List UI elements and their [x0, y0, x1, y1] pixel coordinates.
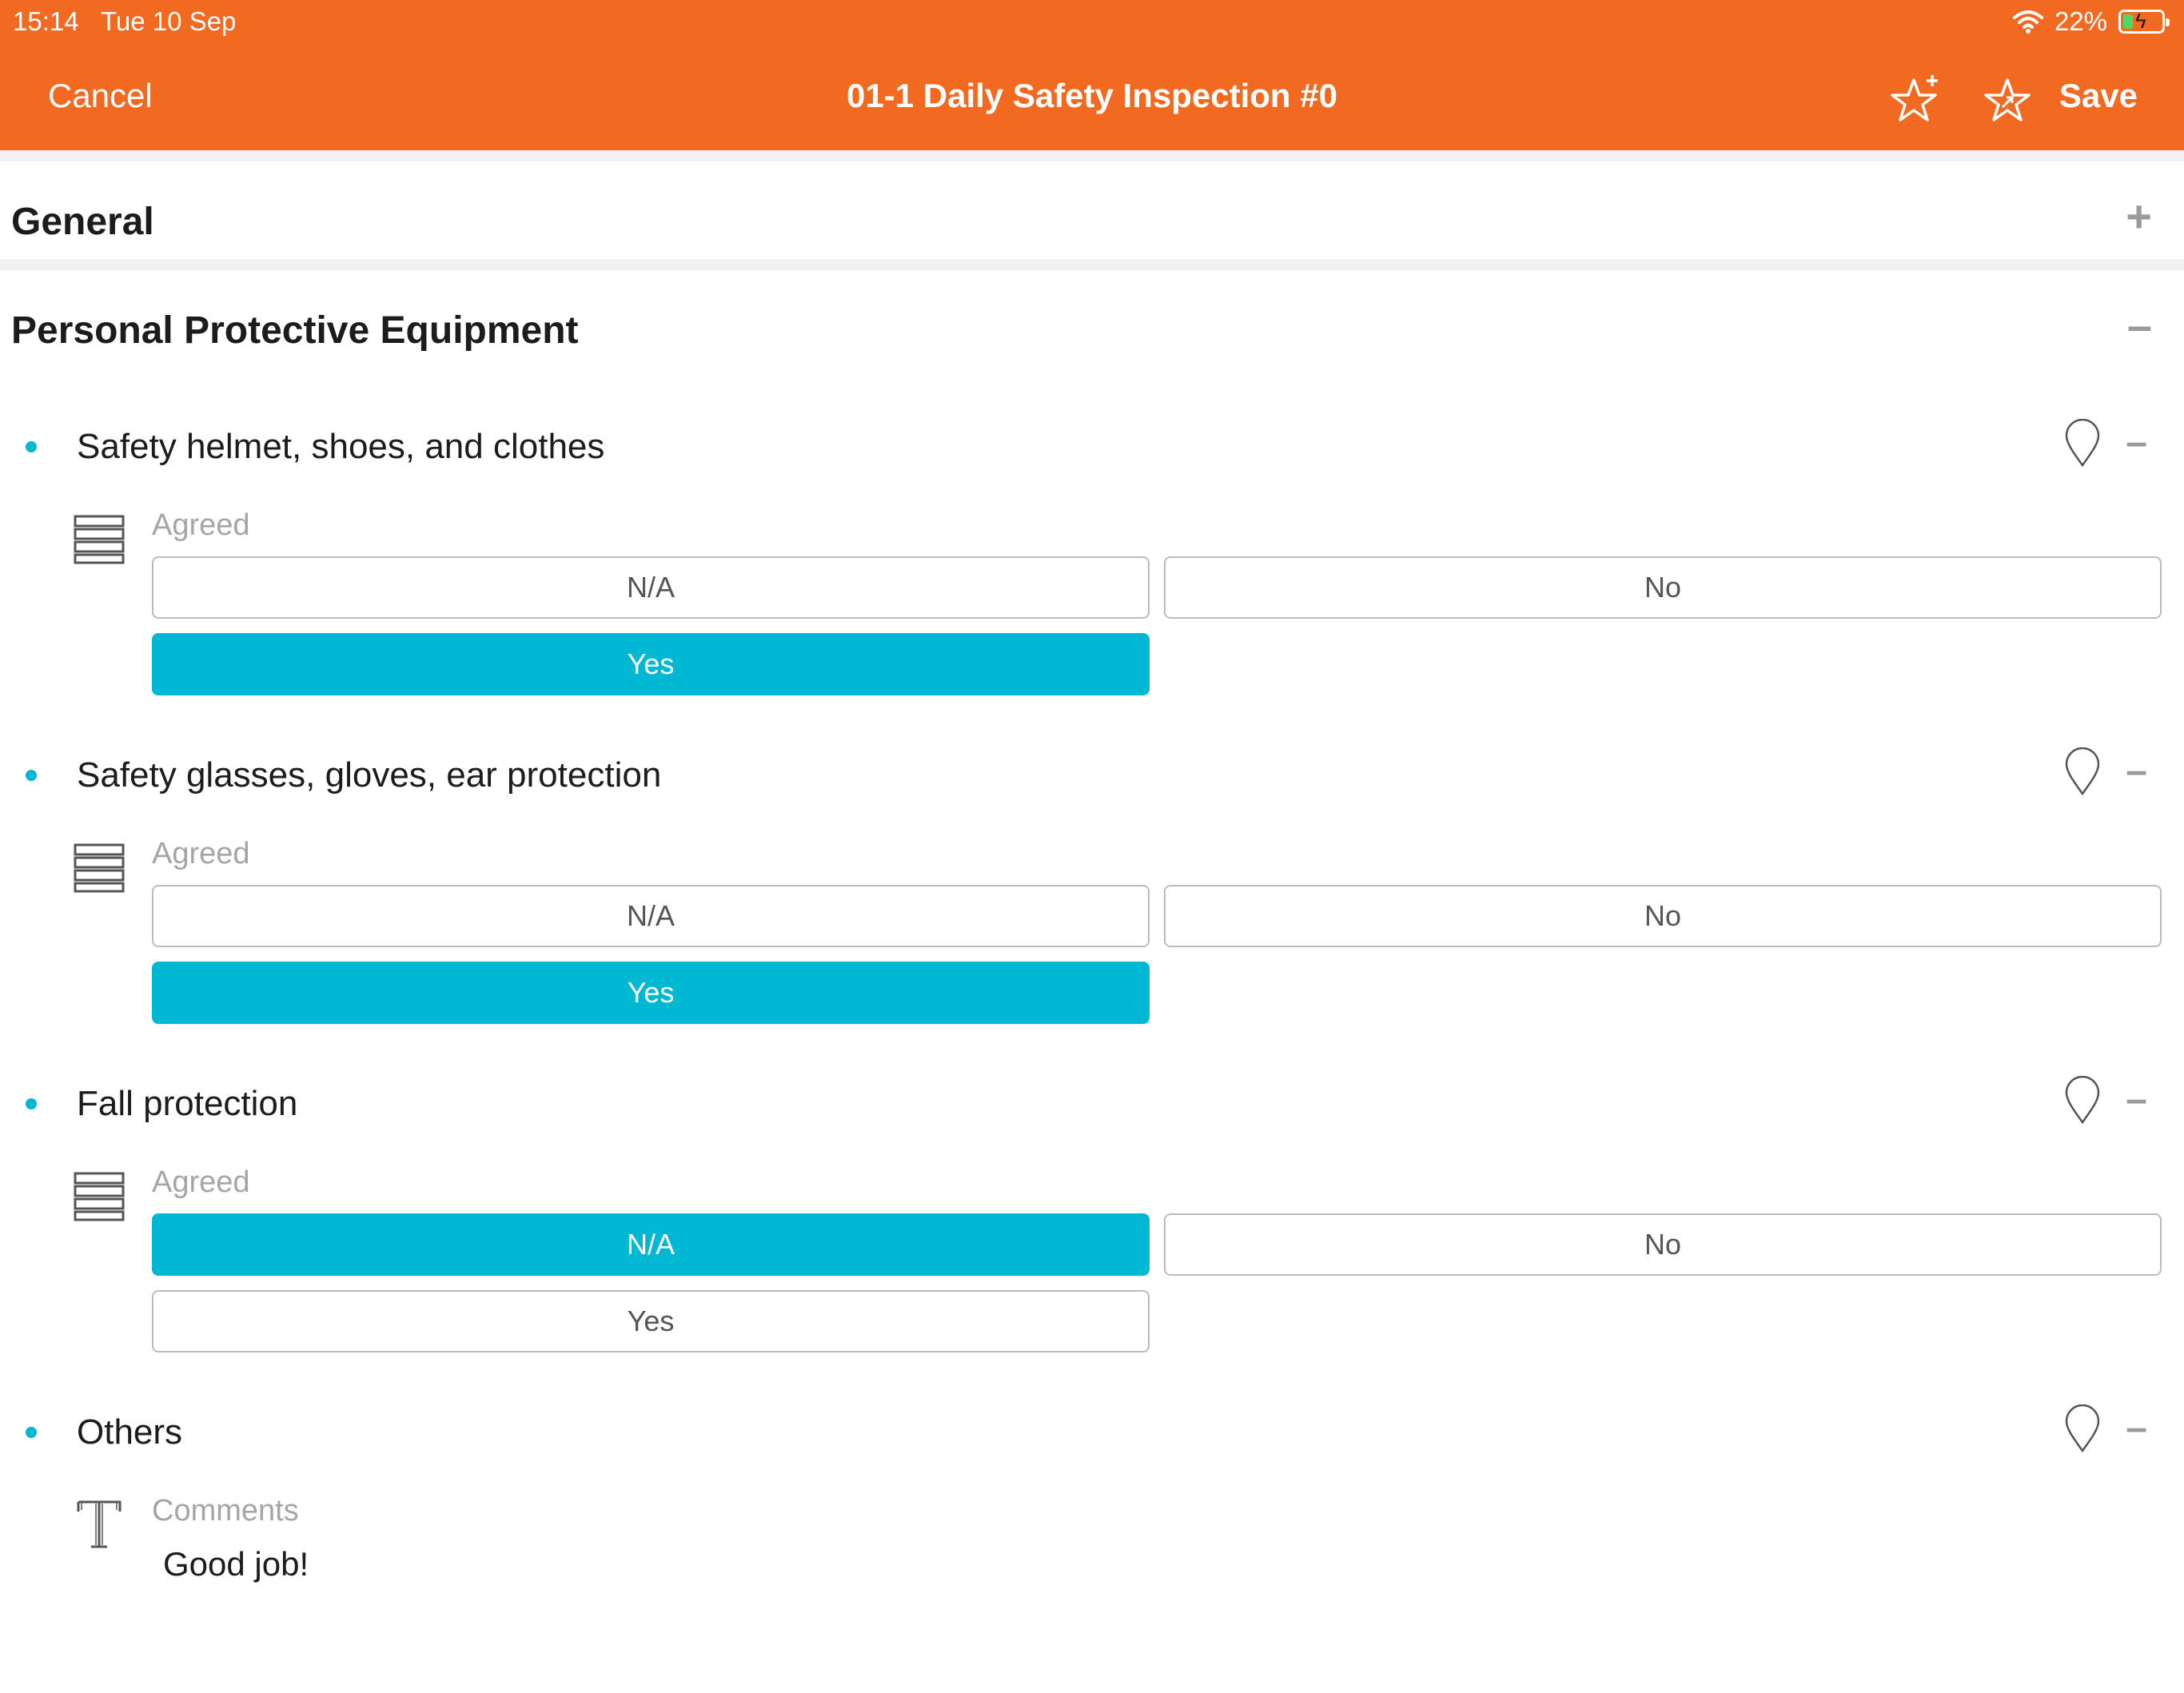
checklist-item: Safety helmet, shoes, and clothes – Agre… — [0, 379, 2184, 707]
battery-level — [2123, 14, 2133, 29]
cancel-button[interactable]: Cancel — [48, 77, 153, 114]
bullet-icon — [26, 441, 37, 452]
comment-text[interactable]: Good job! — [163, 1545, 309, 1583]
option-na[interactable]: N/A — [152, 885, 1150, 947]
collapse-icon[interactable]: – — [2126, 421, 2147, 464]
collapse-icon[interactable]: – — [2126, 750, 2147, 792]
item-title: Others — [77, 1412, 183, 1452]
option-no[interactable]: No — [1164, 885, 2162, 947]
bullet-icon — [26, 1098, 37, 1109]
battery-percent: 22% — [2054, 6, 2107, 36]
list-field-icon — [74, 515, 125, 564]
checklist-item: Safety glasses, gloves, ear protection –… — [0, 707, 2184, 1036]
charging-bolt-icon: ϟ — [2135, 9, 2146, 33]
wifi-icon — [2012, 10, 2043, 34]
section-title: Personal Protective Equipment — [11, 309, 579, 352]
section-ppe[interactable]: Personal Protective Equipment – — [0, 270, 2184, 379]
collapse-icon[interactable]: – — [2126, 300, 2152, 350]
form-content: General + Personal Protective Equipment … — [0, 150, 2184, 1693]
status-right: 22% ϟ — [2012, 6, 2170, 37]
status-time: 15:14 — [13, 6, 79, 36]
option-no[interactable]: No — [1164, 1213, 2162, 1276]
bullet-icon — [26, 770, 37, 781]
text-field-icon — [77, 1500, 122, 1548]
option-yes[interactable]: Yes — [152, 633, 1150, 695]
field-label: Agreed — [152, 508, 250, 542]
option-na[interactable]: N/A — [152, 556, 1150, 619]
option-yes[interactable]: Yes — [152, 1290, 1150, 1352]
location-pin-icon[interactable] — [2062, 1404, 2102, 1454]
expand-icon[interactable]: + — [2126, 191, 2152, 241]
option-no[interactable]: No — [1164, 556, 2162, 619]
section-general[interactable]: General + — [0, 150, 2184, 270]
location-pin-icon[interactable] — [2062, 419, 2102, 468]
checklist-item: Others – Comments Good job! — [0, 1364, 2184, 1693]
list-field-icon — [74, 843, 125, 893]
location-pin-icon[interactable] — [2062, 1076, 2102, 1125]
field-label: Agreed — [152, 837, 250, 870]
field-label: Comments — [152, 1494, 299, 1528]
battery-icon: ϟ — [2118, 9, 2170, 34]
option-yes[interactable]: Yes — [152, 962, 1150, 1024]
star-add-icon[interactable] — [1886, 74, 1942, 129]
status-bar: 15:14 Tue 10 Sep 22% ϟ — [0, 0, 2184, 43]
collapse-icon[interactable]: – — [2126, 1407, 2147, 1449]
item-title: Fall protection — [77, 1084, 298, 1123]
item-title: Safety helmet, shoes, and clothes — [77, 427, 605, 466]
status-date: Tue 10 Sep — [101, 6, 237, 36]
item-title: Safety glasses, gloves, ear protection — [77, 755, 662, 795]
star-share-icon[interactable] — [1979, 74, 2035, 129]
checklist-item: Fall protection – Agreed N/A No Yes — [0, 1036, 2184, 1364]
top-bar: 15:14 Tue 10 Sep 22% ϟ Cancel 01-1 Daily… — [0, 0, 2184, 150]
bullet-icon — [26, 1427, 37, 1438]
section-title: General — [11, 201, 154, 243]
save-button[interactable]: Save — [2058, 77, 2138, 114]
option-na[interactable]: N/A — [152, 1213, 1150, 1276]
collapse-icon[interactable]: – — [2126, 1078, 2147, 1121]
page-title: 01-1 Daily Safety Inspection #0 — [847, 77, 1337, 114]
location-pin-icon[interactable] — [2062, 747, 2102, 797]
navigation-bar: Cancel 01-1 Daily Safety Inspection #0 S… — [0, 43, 2184, 150]
list-field-icon — [74, 1172, 125, 1221]
field-label: Agreed — [152, 1165, 250, 1199]
